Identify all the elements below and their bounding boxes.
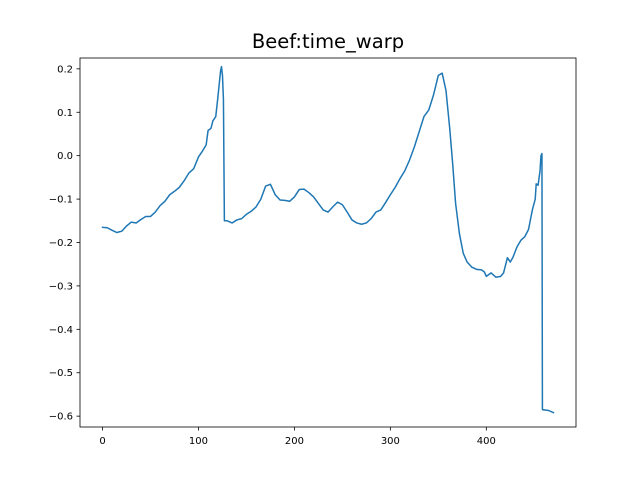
axes-frame (79, 57, 577, 428)
y-tick-label: −0.3 (49, 281, 73, 292)
chart-title: Beef:time_warp (252, 30, 404, 53)
x-tick-label: 100 (189, 436, 208, 447)
x-tick-label: 0 (99, 436, 105, 447)
x-tick-label: 300 (381, 436, 400, 447)
y-tick-label: −0.2 (49, 238, 73, 249)
y-tick-label: −0.1 (49, 195, 73, 206)
y-tick-label: 0.0 (57, 151, 73, 162)
y-tick-label: −0.4 (49, 325, 73, 336)
y-tick-label: 0.1 (57, 108, 73, 119)
y-tick-label: −0.6 (49, 412, 73, 423)
y-axis: −0.6 −0.5 −0.4 −0.3 −0.2 −0.1 0.0 0.1 0.2 (49, 64, 80, 423)
y-tick-label: 0.2 (57, 64, 73, 75)
x-axis: 0 100 200 300 400 (99, 427, 496, 447)
y-tick-label: −0.5 (49, 368, 73, 379)
plot-area (101, 65, 555, 414)
x-tick-label: 400 (477, 436, 496, 447)
x-tick-label: 200 (285, 436, 304, 447)
series-line-0 (101, 65, 555, 414)
